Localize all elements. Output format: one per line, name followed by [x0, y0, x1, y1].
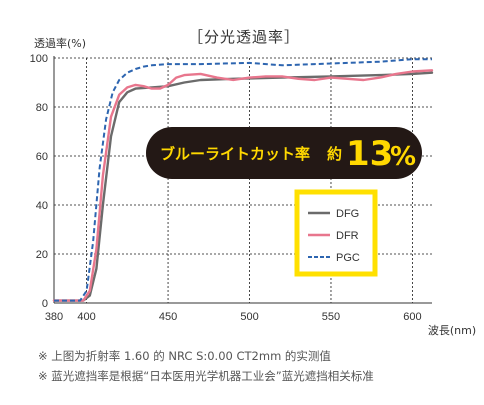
- cut-rate-unit: %: [390, 142, 416, 172]
- footnote-standard: ※ 蓝光遮挡率是根据“日本医用光学机器工业会”蓝光遮挡相关标准: [38, 369, 374, 383]
- transmittance-chart: ［分光透過率］ 透過率(%) 波長(nm) 380 400 450 500 550 600…: [30, 28, 477, 337]
- series-line-pgc: [54, 58, 432, 302]
- axis-lines: [53, 56, 432, 304]
- y-tick-label: 40: [36, 200, 48, 212]
- series-line-dfr: [52, 69, 434, 302]
- footnotes: ※ 上图为折射率 1.60 的 NRC S:0.00 CT2mm 的实测值 ※ …: [38, 346, 374, 386]
- cut-rate-value: 13: [346, 134, 393, 174]
- chart-title: ［分光透過率］: [188, 28, 300, 46]
- x-tick-label: 400: [77, 311, 95, 323]
- y-tick-label: 20: [36, 249, 48, 261]
- legend-label-pgc: PGC: [336, 252, 360, 264]
- y-tick-label: 100: [30, 53, 48, 65]
- y-axis-title: 透過率(%): [34, 36, 86, 50]
- cut-rate-badge-bg: [146, 127, 422, 179]
- footnote-measurement: ※ 上图为折射率 1.60 的 NRC S:0.00 CT2mm 的实测值: [38, 349, 331, 363]
- cut-rate-label: ブルーライトカット率: [160, 145, 310, 163]
- y-tick-label: 0: [42, 298, 48, 310]
- x-tick-label: 550: [322, 311, 340, 323]
- y-tick-labels: 0 20 40 60 80 100: [30, 53, 48, 310]
- series-lines: [52, 58, 434, 302]
- y-tick-label: 80: [36, 102, 48, 114]
- cut-rate-badge: ブルーライトカット率 約 13 %: [146, 127, 422, 179]
- legend-label-dfr: DFR: [336, 230, 359, 242]
- y-tick-label: 60: [36, 151, 48, 163]
- legend-box: [294, 189, 378, 277]
- x-tick-label: 450: [159, 311, 177, 323]
- x-tick-labels: 380 400 450 500 550 600: [45, 311, 422, 323]
- x-tick-label: 380: [45, 311, 63, 323]
- x-tick-label: 500: [240, 311, 258, 323]
- cut-rate-prefix: 約: [327, 145, 342, 163]
- legend-label-dfg: DFG: [336, 208, 359, 220]
- legend: DFG DFR PGC: [294, 189, 378, 277]
- x-tick-label: 600: [403, 311, 421, 323]
- x-axis-title: 波長(nm): [428, 324, 476, 337]
